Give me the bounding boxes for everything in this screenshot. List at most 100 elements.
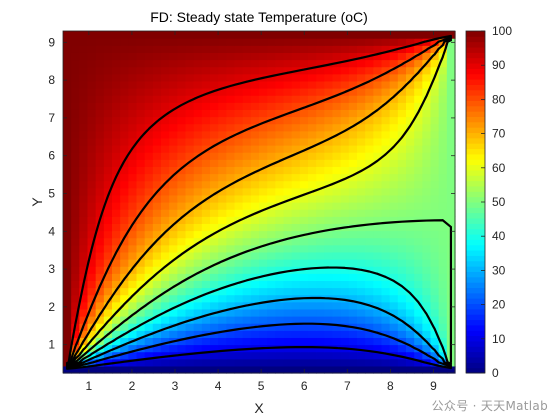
- heatmap-cell: [267, 365, 276, 374]
- heatmap-cell: [201, 102, 211, 110]
- heatmap-cell: [291, 251, 301, 260]
- heatmap-cell: [283, 330, 293, 338]
- heatmap-cell: [136, 59, 146, 68]
- heatmap-cell: [381, 337, 391, 346]
- heatmap-cell: [365, 159, 374, 167]
- heatmap-cell: [348, 145, 358, 153]
- heatmap-cell: [87, 209, 97, 217]
- heatmap-cell: [152, 323, 162, 331]
- colorbar-tick-label: 100: [492, 24, 512, 38]
- heatmap-cell: [414, 337, 423, 346]
- heatmap-cell: [348, 38, 358, 46]
- heatmap-cell: [169, 344, 178, 353]
- heatmap-cell: [79, 31, 89, 39]
- heatmap-cell: [275, 365, 285, 374]
- heatmap-cell: [308, 358, 317, 367]
- heatmap-cell: [348, 351, 358, 360]
- heatmap-cell: [397, 230, 407, 239]
- heatmap-cell: [185, 237, 195, 246]
- heatmap-cell: [63, 123, 72, 132]
- colorbar-segment: [466, 319, 485, 326]
- heatmap-cell: [226, 152, 236, 160]
- heatmap-cell: [169, 116, 178, 125]
- heatmap-cell: [324, 116, 334, 125]
- heatmap-cell: [422, 259, 432, 267]
- heatmap-cell: [250, 80, 260, 89]
- heatmap-cell: [161, 130, 170, 139]
- heatmap-cell: [373, 123, 383, 132]
- heatmap-cell: [87, 73, 97, 82]
- heatmap-cell: [446, 95, 456, 103]
- heatmap-cell: [152, 259, 162, 267]
- heatmap-cell: [161, 66, 170, 75]
- heatmap-cell: [250, 52, 260, 61]
- heatmap-cell: [218, 266, 227, 274]
- heatmap-cell: [201, 316, 211, 324]
- heatmap-cell: [152, 159, 162, 167]
- heatmap-cell: [71, 294, 80, 303]
- heatmap-cell: [430, 123, 440, 132]
- heatmap-cell: [438, 31, 448, 39]
- heatmap-cell: [161, 152, 170, 160]
- heatmap-cell: [348, 45, 358, 53]
- heatmap-cell: [210, 38, 219, 46]
- heatmap-cell: [316, 166, 325, 175]
- heatmap-cell: [348, 109, 358, 118]
- heatmap-cell: [226, 244, 236, 253]
- heatmap-cell: [373, 130, 383, 139]
- x-tick-label: 7: [344, 379, 351, 393]
- heatmap-cell: [226, 59, 236, 68]
- heatmap-cell: [357, 294, 366, 303]
- heatmap-cell: [365, 308, 374, 317]
- heatmap-cell: [267, 145, 276, 153]
- heatmap-cell: [438, 80, 448, 89]
- heatmap-cell: [357, 187, 366, 196]
- heatmap-cell: [332, 152, 342, 160]
- heatmap-cell: [414, 323, 423, 331]
- heatmap-cell: [177, 80, 187, 89]
- heatmap-cell: [340, 95, 350, 103]
- heatmap-cell: [152, 59, 162, 68]
- heatmap-cell: [348, 159, 358, 167]
- heatmap-cell: [283, 223, 293, 232]
- heatmap-cell: [185, 80, 195, 89]
- heatmap-cell: [275, 38, 285, 46]
- heatmap-cell: [397, 194, 407, 203]
- heatmap-cell: [414, 266, 423, 274]
- heatmap-cell: [291, 273, 301, 281]
- heatmap-cell: [103, 244, 113, 253]
- heatmap-cell: [185, 266, 195, 274]
- heatmap-cell: [218, 66, 227, 75]
- heatmap-cell: [201, 187, 211, 196]
- heatmap-cell: [144, 251, 154, 260]
- heatmap-cell: [161, 38, 170, 46]
- heatmap-cell: [397, 52, 407, 61]
- colorbar-segment: [466, 47, 485, 53]
- heatmap-cell: [128, 52, 138, 61]
- heatmap-cell: [144, 145, 154, 153]
- heatmap-cell: [136, 216, 146, 224]
- heatmap-cell: [210, 52, 219, 61]
- heatmap-cell: [234, 344, 244, 353]
- heatmap-cell: [373, 337, 383, 346]
- heatmap-cell: [210, 59, 219, 68]
- colorbar-segment: [466, 153, 485, 160]
- heatmap-cell: [381, 351, 391, 360]
- heatmap-cell: [177, 337, 187, 346]
- heatmap-cell: [87, 266, 97, 274]
- heatmap-cell: [259, 223, 268, 232]
- heatmap-cell: [250, 73, 260, 82]
- heatmap-cell: [332, 316, 342, 324]
- heatmap-cell: [161, 137, 170, 146]
- heatmap-cell: [210, 273, 219, 281]
- heatmap-cell: [283, 216, 293, 224]
- heatmap-cell: [446, 166, 456, 175]
- heatmap-cell: [152, 73, 162, 82]
- x-tick-label: 5: [258, 379, 265, 393]
- heatmap-cell: [128, 159, 138, 167]
- heatmap-cell: [406, 316, 415, 324]
- heatmap-cell: [210, 187, 219, 196]
- heatmap-cell: [381, 45, 391, 53]
- heatmap-cell: [250, 230, 260, 239]
- heatmap-cell: [112, 52, 121, 61]
